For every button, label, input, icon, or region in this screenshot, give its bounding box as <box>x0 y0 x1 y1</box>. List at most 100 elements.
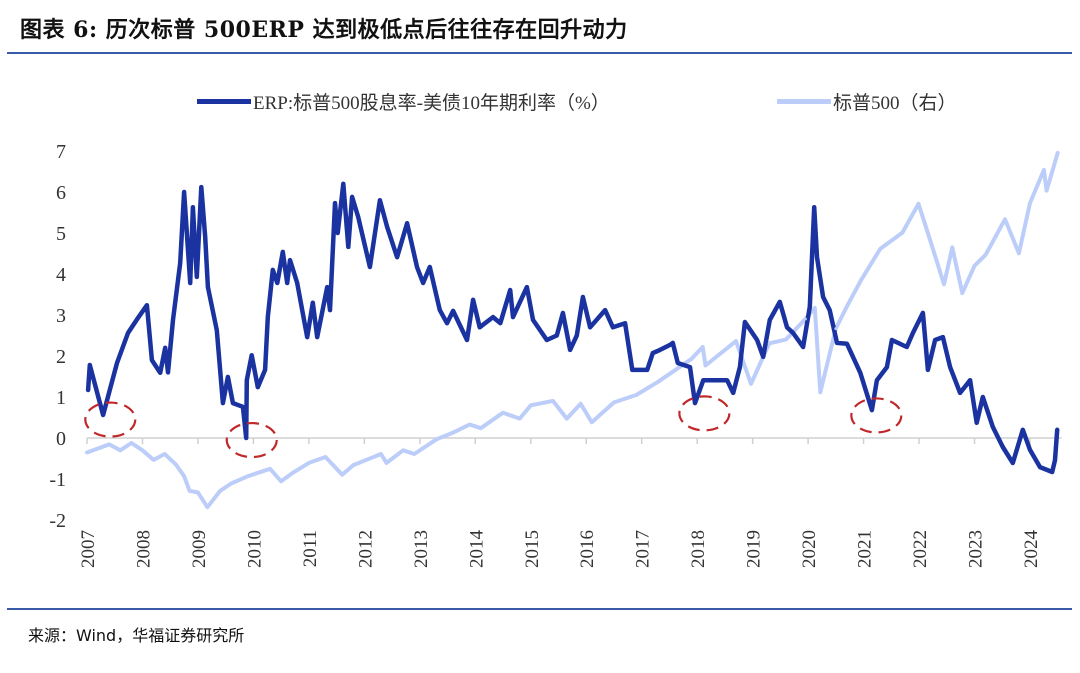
erp-point <box>231 401 235 405</box>
sp500-point <box>152 458 156 462</box>
erp-point <box>1001 445 1005 449</box>
erp-point <box>126 331 130 335</box>
erp-point <box>188 281 192 285</box>
erp-point <box>845 342 849 346</box>
x-tick-label: 2024 <box>1021 530 1042 569</box>
erp-point <box>166 370 170 374</box>
erp-point <box>150 358 154 362</box>
erp-point <box>158 371 162 375</box>
y-tick-label: 4 <box>56 264 66 286</box>
sp500-point <box>1017 251 1021 255</box>
erp-point <box>1021 428 1025 432</box>
erp-point <box>575 334 579 337</box>
sp500-point <box>734 339 738 343</box>
erp-point <box>731 391 735 395</box>
x-tick-label: 2019 <box>744 530 765 568</box>
erp-point <box>328 308 332 312</box>
erp-point <box>245 378 249 382</box>
sp500-point <box>205 505 209 509</box>
erp-point <box>630 368 634 372</box>
x-tick-label: 2020 <box>799 530 820 568</box>
erp-point <box>1011 461 1015 465</box>
sp500-point <box>118 448 122 452</box>
erp-point <box>545 338 549 342</box>
erp-point <box>191 205 195 209</box>
sp500-point <box>218 489 222 493</box>
sp500-point <box>565 417 569 421</box>
erp-point <box>651 351 655 355</box>
erp-point <box>285 281 289 285</box>
erp-point <box>555 334 559 337</box>
erp-point <box>875 378 879 382</box>
erp-point <box>471 298 475 302</box>
legend-item-sp500: 标普500（右） <box>777 88 957 115</box>
sp500-point <box>859 279 863 283</box>
erp-point <box>645 368 649 372</box>
x-tick-label: 2013 <box>411 530 432 568</box>
sp500-point <box>818 390 822 394</box>
sp500-point <box>229 482 233 486</box>
low-point-highlight-ellipse <box>678 395 731 432</box>
sp500-point <box>767 341 771 345</box>
x-tick-label: 2015 <box>522 530 543 568</box>
y-tick-label: -2 <box>49 510 66 532</box>
erp-point <box>668 343 672 347</box>
erp-point <box>1053 458 1057 462</box>
erp-point <box>768 318 772 322</box>
sp500-point <box>246 474 250 478</box>
erp-point <box>743 320 747 324</box>
erp-point <box>701 378 705 382</box>
erp-point <box>271 268 275 272</box>
erp-point <box>266 315 270 319</box>
erp-point <box>115 361 119 365</box>
sp500-point <box>834 327 838 331</box>
sp500-point <box>579 402 583 406</box>
erp-point <box>941 335 945 339</box>
sp500-point <box>701 345 705 349</box>
x-tick-label: 2014 <box>466 530 487 569</box>
sp500-point <box>634 393 638 397</box>
erp-point <box>870 408 874 412</box>
erp-point <box>415 265 419 269</box>
sp500-point <box>268 467 272 471</box>
sp500-point <box>656 380 660 384</box>
erp-point <box>603 308 607 312</box>
erp-point <box>1028 448 1032 452</box>
y-tick-label: 0 <box>56 428 66 450</box>
legend-label-sp500: 标普500（右） <box>833 93 957 114</box>
erp-point <box>405 221 409 225</box>
sp500-point <box>412 452 416 456</box>
sp500-point <box>878 247 882 251</box>
sp500-point <box>351 463 355 467</box>
x-tick-label: 2010 <box>244 530 265 568</box>
erp-point <box>755 338 759 342</box>
erp-point <box>588 325 592 329</box>
erp-point <box>315 335 319 339</box>
title-divider <box>7 52 1072 54</box>
sp500-point <box>279 479 283 483</box>
erp-point <box>785 325 789 329</box>
sp500-point <box>900 231 904 235</box>
erp-point <box>336 231 340 235</box>
y-tick-label: 1 <box>56 387 66 409</box>
sp500-point <box>960 291 964 295</box>
erp-point <box>378 198 382 202</box>
sp500-point <box>916 202 920 206</box>
x-tick-label: 2016 <box>577 530 598 568</box>
sp500-point <box>385 461 389 465</box>
erp-point <box>241 405 245 409</box>
sp500-point <box>451 431 455 435</box>
erp-point <box>778 300 782 304</box>
sp500-point <box>551 399 555 403</box>
sp500-point <box>950 245 954 249</box>
erp-point <box>911 331 915 335</box>
sp500-point <box>340 473 344 477</box>
erp-point <box>525 285 529 289</box>
x-tick-label: 2018 <box>688 530 709 568</box>
erp-point <box>828 308 832 312</box>
sp500-point <box>845 304 849 308</box>
erp-point <box>256 385 260 389</box>
erp-point <box>101 413 105 417</box>
erp-point <box>199 185 203 189</box>
